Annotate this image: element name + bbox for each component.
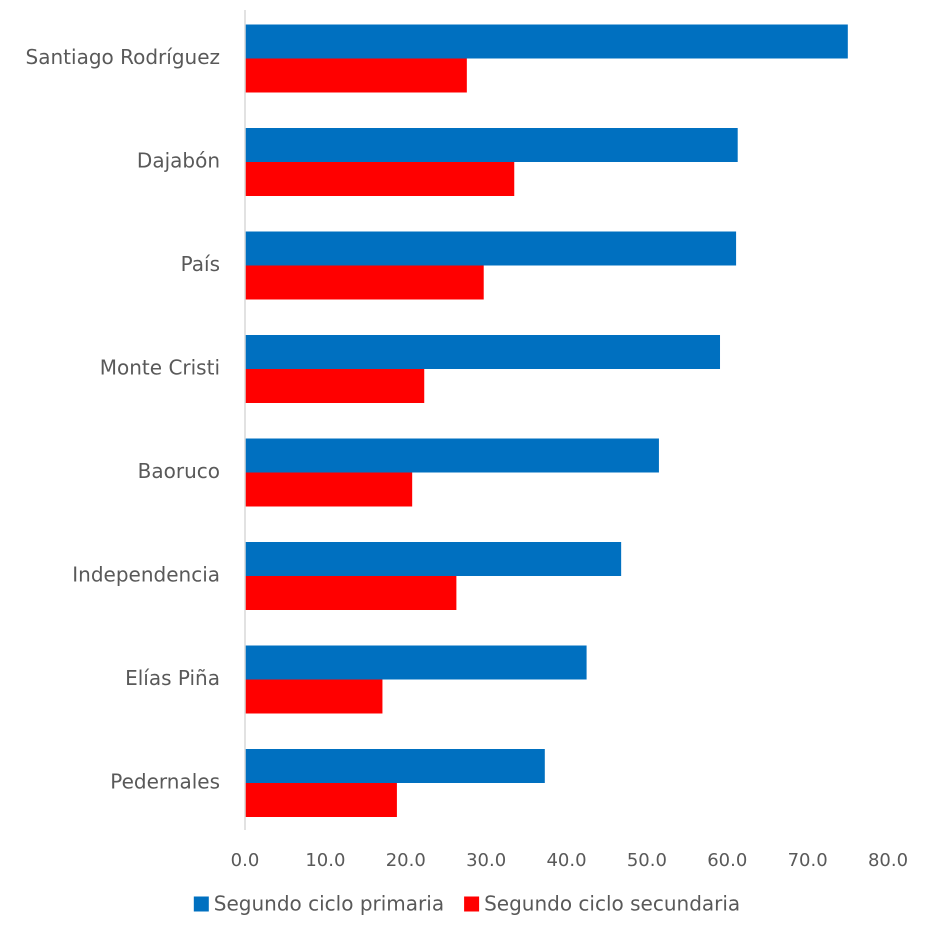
bar-secundaria: [245, 58, 467, 93]
x-tick-label: 30.0: [466, 850, 506, 871]
category-label: Elías Piña: [125, 666, 220, 690]
bar-secundaria: [245, 679, 383, 714]
bar-primaria: [245, 542, 622, 576]
bar-primaria: [245, 24, 848, 59]
category-label: Monte Cristi: [100, 356, 220, 380]
bar-primaria: [245, 438, 659, 473]
category-label: Baoruco: [138, 459, 220, 483]
legend-label: Segundo ciclo primaria: [214, 892, 444, 916]
x-tick-label: 60.0: [707, 850, 747, 871]
category-label: Pedernales: [110, 770, 220, 794]
legend-swatch: [193, 896, 209, 912]
x-tick-label: 20.0: [386, 850, 426, 871]
category-labels: Santiago Rodríguez Dajabón País Monte Crist…: [26, 45, 220, 794]
x-tick-label: 50.0: [627, 850, 667, 871]
bar-primaria: [245, 335, 721, 369]
x-tick-label: 80.0: [868, 850, 908, 871]
x-tick-label: 40.0: [546, 850, 586, 871]
x-tick-label: 70.0: [788, 850, 828, 871]
bar-secundaria: [245, 265, 484, 300]
x-tick-label: 10.0: [305, 850, 345, 871]
category-label: País: [181, 252, 220, 276]
legend-swatch: [464, 896, 480, 912]
x-tick-labels: 0.0 10.0 20.0 30.0 40.0 50.0 60.0 70.0 80.0: [231, 850, 908, 871]
bar-secundaria: [245, 369, 425, 403]
legend: Segundo ciclo primaria Segundo ciclo secu…: [193, 892, 740, 916]
bar-secundaria: [245, 576, 457, 610]
category-label: Dajabón: [137, 149, 220, 173]
bar-secundaria: [245, 783, 397, 817]
bar-primaria: [245, 231, 737, 266]
bar-secundaria: [245, 162, 515, 196]
x-tick-label: 0.0: [231, 850, 260, 871]
bar-primaria: [245, 128, 738, 162]
category-label: Santiago Rodríguez: [26, 45, 220, 69]
bars-layer: [245, 24, 848, 817]
bar-primaria: [245, 645, 587, 680]
category-label: Independencia: [72, 563, 220, 587]
legend-label: Segundo ciclo secundaria: [484, 892, 740, 916]
bar-primaria: [245, 749, 545, 783]
bar-secundaria: [245, 472, 413, 507]
